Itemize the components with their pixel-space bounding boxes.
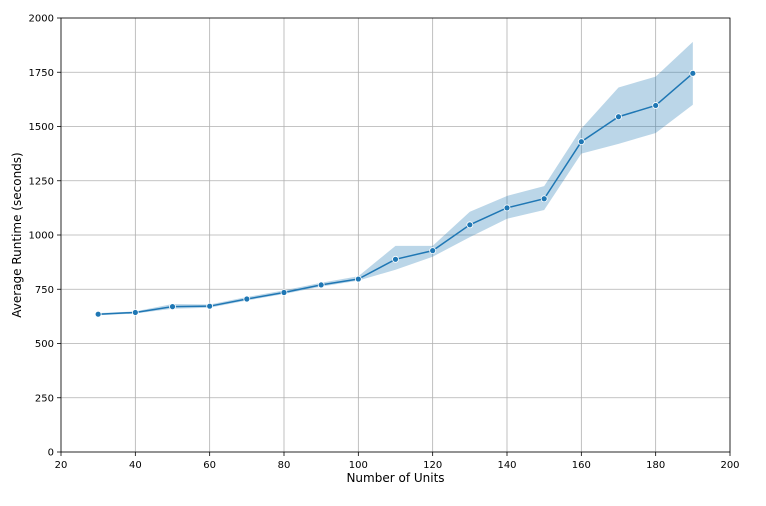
x-tick-label: 120 [423, 460, 442, 471]
x-tick-label: 100 [349, 460, 368, 471]
x-tick-label: 180 [646, 460, 665, 471]
y-tick-label: 1500 [29, 122, 54, 133]
y-tick-label: 500 [35, 339, 54, 350]
y-axis-label: Average Runtime (seconds) [10, 152, 24, 317]
data-point [243, 295, 251, 303]
data-points-layer [94, 69, 697, 318]
data-point [577, 138, 585, 146]
y-tick-label: 1250 [29, 176, 54, 187]
y-tick-label: 750 [35, 285, 54, 296]
x-tick-label: 60 [203, 460, 216, 471]
x-tick-label: 140 [497, 460, 516, 471]
data-point [131, 309, 139, 316]
x-axis-ticks: 20 40 60 80 100 120 140 160 180 200 [55, 452, 740, 471]
y-tick-label: 0 [48, 448, 54, 459]
grid-lines [60, 17, 731, 453]
data-point [615, 113, 622, 121]
data-point [689, 69, 697, 77]
y-tick-label: 1000 [29, 231, 54, 242]
y-tick-label: 1750 [29, 68, 54, 79]
x-tick-label: 160 [572, 460, 591, 471]
data-point [169, 303, 176, 311]
data-point [94, 310, 102, 318]
x-tick-label: 20 [55, 460, 68, 471]
confidence-band [98, 41, 693, 316]
data-point [652, 102, 660, 109]
data-point [392, 255, 399, 263]
data-point [429, 247, 437, 255]
data-point [503, 204, 511, 212]
x-axis-label: Number of Units [346, 471, 444, 485]
y-tick-label: 250 [35, 393, 54, 404]
data-point [317, 281, 325, 289]
x-tick-label: 80 [278, 460, 291, 471]
confidence-band-layer [98, 41, 693, 316]
data-point [466, 221, 474, 229]
data-point [206, 302, 214, 310]
data-point [540, 195, 548, 203]
y-axis-ticks: 0 250 500 750 1000 1250 1500 1750 2000 [29, 14, 61, 459]
data-point [280, 289, 288, 296]
data-point [354, 275, 362, 283]
x-tick-label: 200 [720, 460, 739, 471]
y-tick-label: 2000 [29, 14, 54, 25]
x-tick-label: 40 [129, 460, 142, 471]
